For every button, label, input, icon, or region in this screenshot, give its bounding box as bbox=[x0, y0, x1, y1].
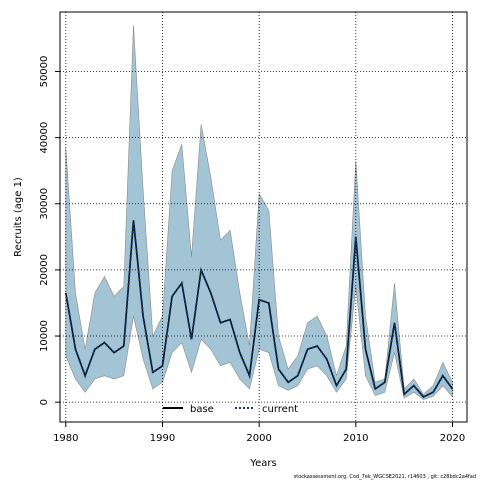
x-tick-label: 2000 bbox=[246, 433, 271, 444]
y-axis-title: Recruits (age 1) bbox=[13, 177, 24, 257]
x-tick-label: 1990 bbox=[150, 433, 175, 444]
x-tick-label: 2010 bbox=[343, 433, 368, 444]
y-tick-label: 30000 bbox=[39, 188, 50, 220]
series-line-base bbox=[65, 220, 454, 398]
legend-label-base: base bbox=[190, 404, 214, 415]
legend-label-current: current bbox=[262, 404, 298, 415]
x-tick-label: 1980 bbox=[53, 433, 78, 444]
footer-text: stockassessment.org, Cod_7ek_WGCSE2021, … bbox=[294, 474, 476, 480]
legend: base current bbox=[163, 404, 298, 415]
y-tick-label: 20000 bbox=[39, 254, 50, 286]
y-tick-label: 0 bbox=[39, 399, 50, 405]
y-tick-label: 10000 bbox=[39, 320, 50, 352]
x-tick-label: 2020 bbox=[440, 433, 465, 444]
x-axis-title: Years bbox=[249, 458, 276, 469]
plot-frame bbox=[59, 11, 468, 423]
y-tick-label: 50000 bbox=[39, 56, 50, 88]
y-tick-label: 40000 bbox=[39, 122, 50, 154]
